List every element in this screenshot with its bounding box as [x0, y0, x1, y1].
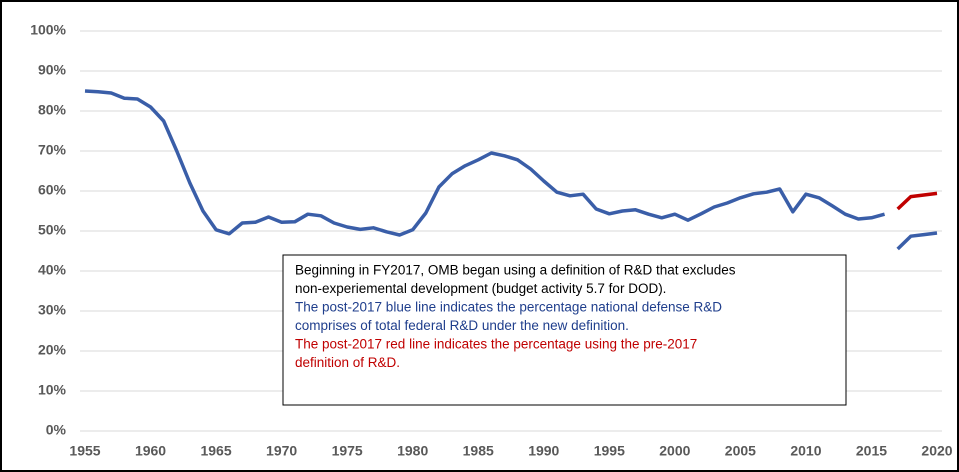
series-line: [896, 191, 938, 211]
y-tick-label: 90%: [38, 62, 67, 78]
x-tick-label: 2000: [659, 443, 690, 459]
x-tick-label: 2015: [856, 443, 887, 459]
series-line: [896, 231, 938, 251]
y-tick-label: 60%: [38, 182, 67, 198]
y-tick-label: 70%: [38, 142, 67, 158]
x-tick-label: 2010: [790, 443, 821, 459]
x-tick-label: 1955: [69, 443, 100, 459]
y-tick-label: 20%: [38, 342, 67, 358]
x-tick-label: 2020: [921, 443, 952, 459]
y-tick-label: 80%: [38, 102, 67, 118]
x-tick-label: 1995: [594, 443, 625, 459]
x-tick-label: 1980: [397, 443, 428, 459]
y-tick-label: 50%: [38, 222, 67, 238]
y-tick-label: 0%: [46, 422, 67, 438]
x-tick-label: 1970: [266, 443, 297, 459]
annotation-text: definition of R&D.: [295, 355, 400, 370]
y-tick-label: 30%: [38, 302, 67, 318]
x-tick-label: 1965: [200, 443, 231, 459]
y-tick-label: 10%: [38, 382, 67, 398]
annotation-text: comprises of total federal R&D under the…: [295, 318, 629, 333]
x-tick-label: 2005: [725, 443, 756, 459]
annotation-text: Beginning in FY2017, OMB began using a d…: [295, 263, 736, 278]
x-tick-label: 1990: [528, 443, 559, 459]
series-line: [84, 89, 886, 237]
annotation-text: The post-2017 red line indicates the per…: [295, 337, 697, 352]
x-tick-label: 1975: [332, 443, 363, 459]
annotation-text: The post-2017 blue line indicates the pe…: [295, 300, 722, 315]
y-tick-label: 100%: [30, 22, 66, 38]
annotation-box: [282, 254, 847, 406]
y-tick-label: 40%: [38, 262, 67, 278]
x-tick-label: 1985: [463, 443, 494, 459]
x-tick-label: 1960: [135, 443, 166, 459]
annotation-text: non-experiemental development (budget ac…: [295, 281, 666, 296]
